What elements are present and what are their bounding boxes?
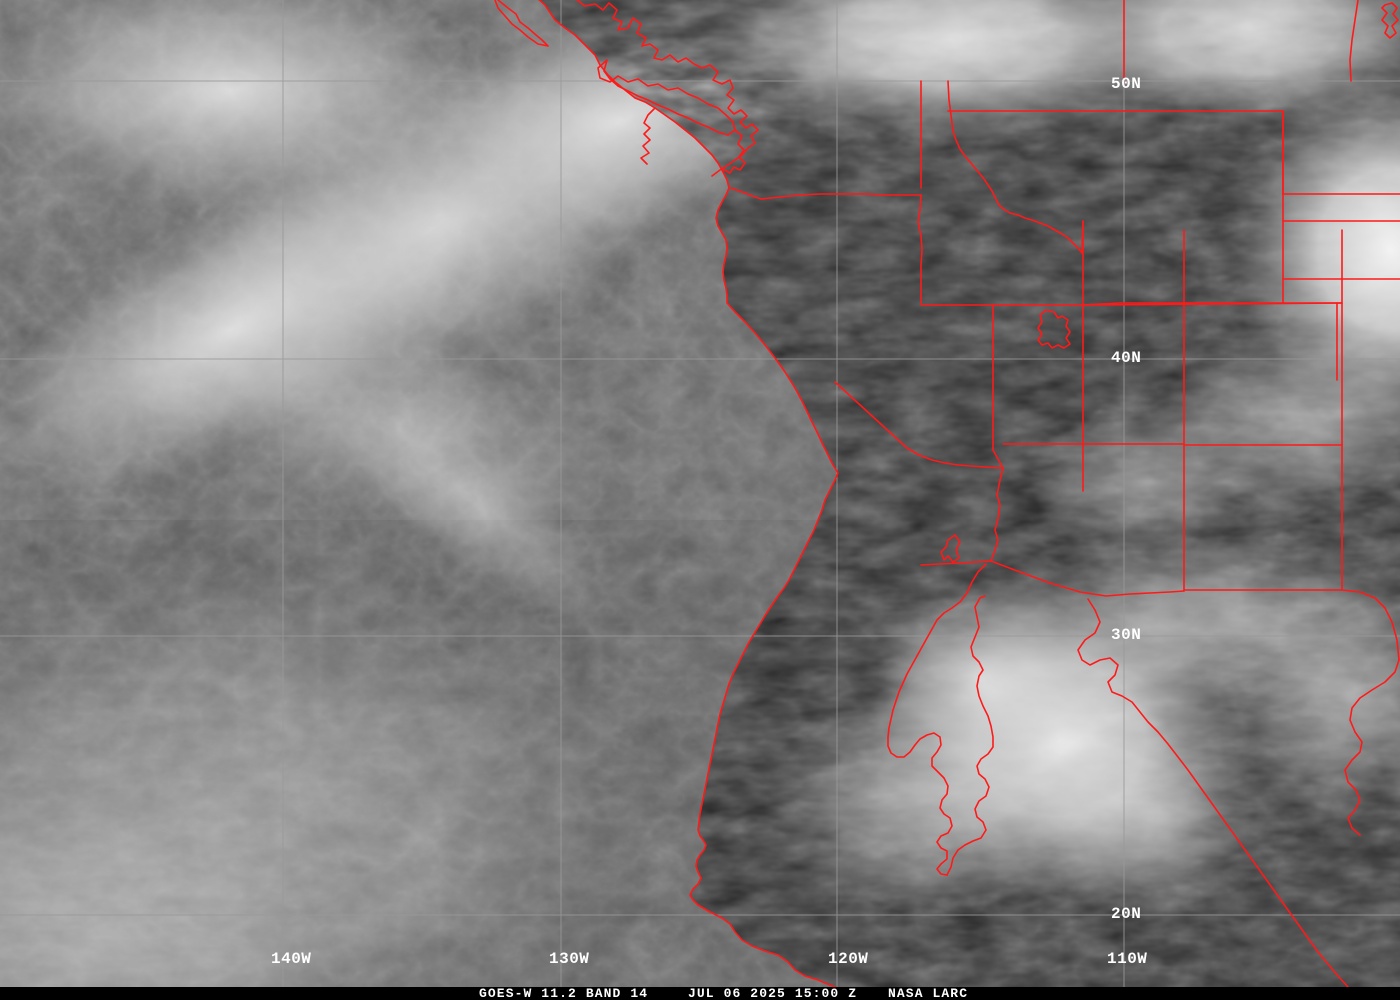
svg-text:20N: 20N [1111,905,1141,923]
svg-text:30N: 30N [1111,626,1141,644]
svg-text:140W: 140W [271,950,311,968]
svg-text:130W: 130W [549,950,589,968]
svg-text:50N: 50N [1111,75,1141,93]
svg-text:40N: 40N [1111,349,1141,367]
svg-text:110W: 110W [1107,950,1147,968]
svg-text:120W: 120W [828,950,868,968]
